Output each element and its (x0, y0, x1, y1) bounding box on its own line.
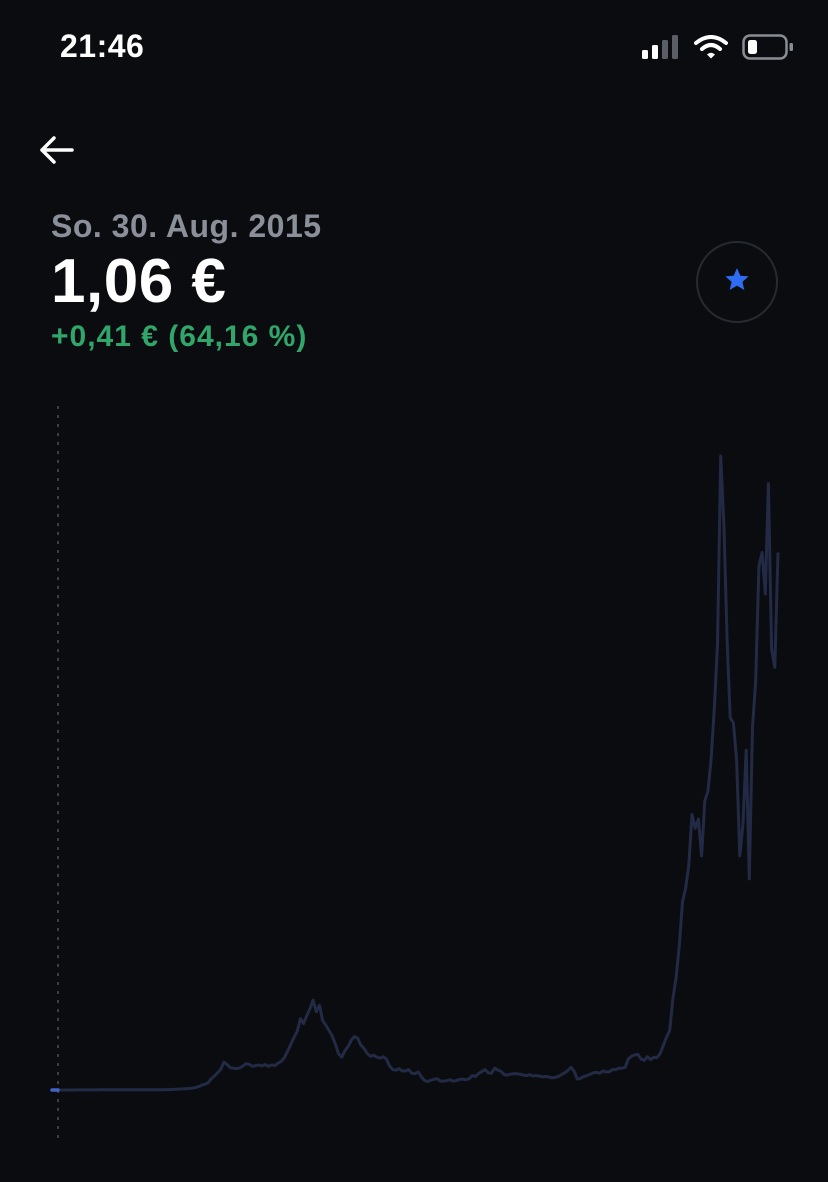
price-chart[interactable] (0, 390, 828, 1150)
selected-date: So. 30. Aug. 2015 (51, 208, 322, 244)
back-button[interactable] (32, 128, 80, 176)
arrow-left-icon (38, 135, 74, 170)
status-icons (642, 34, 794, 65)
price-value: 1,06 € (51, 247, 227, 316)
series-group (50, 454, 780, 1092)
price-chart-svg (50, 406, 780, 1142)
battery-icon (742, 34, 794, 65)
price-change: +0,41 € (64,16 %) (51, 320, 308, 353)
wifi-icon (694, 35, 728, 64)
star-icon (723, 266, 751, 299)
status-time: 21:46 (60, 28, 145, 64)
status-bar: 21:46 (0, 0, 828, 100)
price-line (52, 454, 780, 1092)
cellular-signal-icon (642, 35, 680, 64)
watchlist-button[interactable] (696, 241, 778, 323)
